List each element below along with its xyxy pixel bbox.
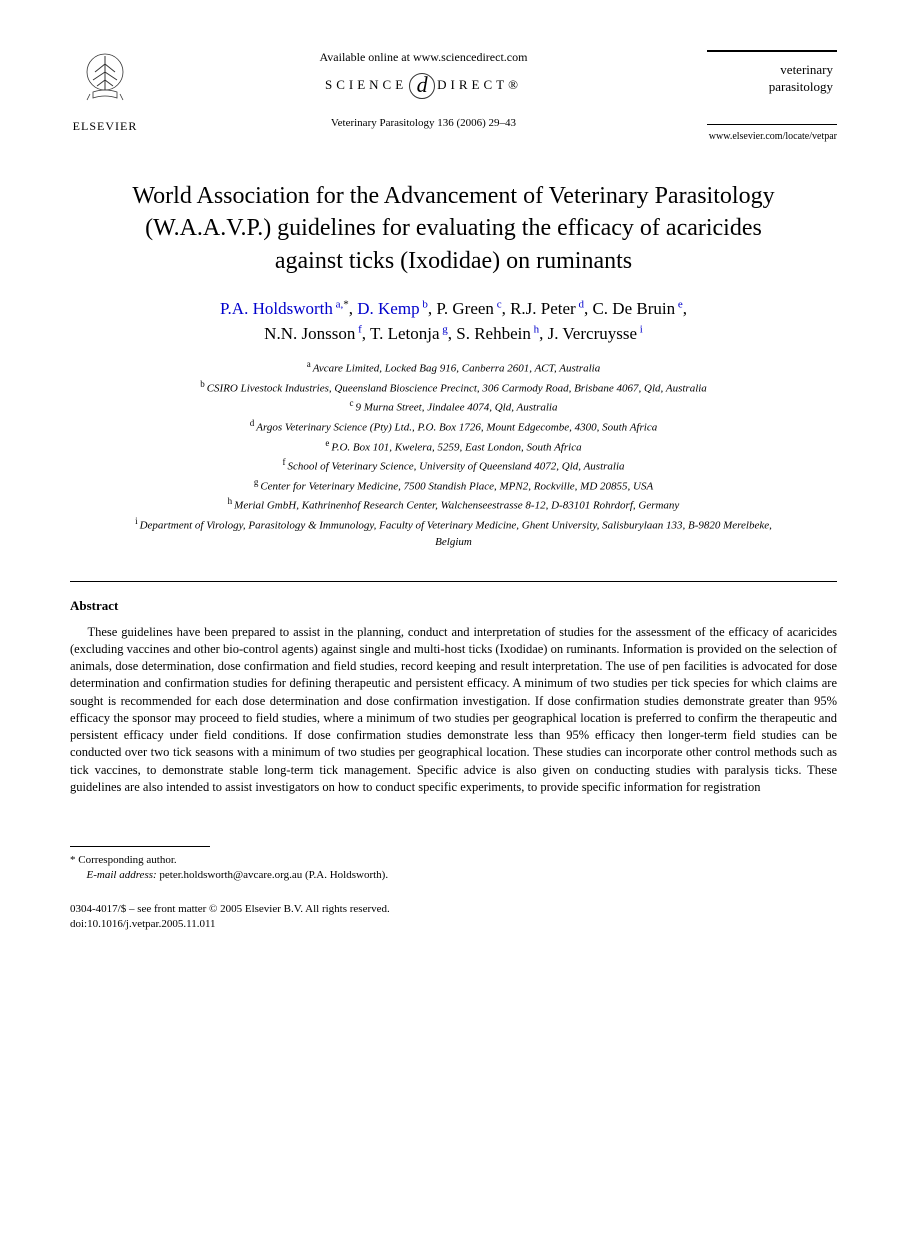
available-online-text: Available online at www.sciencedirect.co… xyxy=(160,50,687,65)
sd-at-icon: d xyxy=(409,73,435,99)
affiliation-line: dArgos Veterinary Science (Pty) Ltd., P.… xyxy=(120,417,787,437)
affiliation-marker: c xyxy=(350,398,354,408)
author-affiliation-marker: f xyxy=(355,323,361,335)
author: C. De Bruin xyxy=(592,299,675,318)
author-affiliation-marker: a, xyxy=(333,298,343,310)
abstract-heading: Abstract xyxy=(70,598,837,614)
author: D. Kemp xyxy=(357,299,419,318)
elsevier-tree-icon xyxy=(70,50,140,117)
author: S. Rehbein xyxy=(456,324,531,343)
copyright-line: 0304-4017/$ – see front matter © 2005 El… xyxy=(70,902,837,917)
center-header: Available online at www.sciencedirect.co… xyxy=(140,50,707,129)
author: T. Letonja xyxy=(370,324,440,343)
affiliation-line: c9 Murna Street, Jindalee 4074, Qld, Aus… xyxy=(120,397,787,417)
bottom-info: 0304-4017/$ – see front matter © 2005 El… xyxy=(70,902,837,933)
journal-box: veterinary parasitology www.elsevier.com… xyxy=(707,50,837,142)
affiliation-marker: g xyxy=(254,477,259,487)
affiliation-marker: f xyxy=(282,457,285,467)
author: P.A. Holdsworth xyxy=(220,299,333,318)
article-title: World Association for the Advancement of… xyxy=(110,180,797,277)
footnote-block: * Corresponding author. E-mail address: … xyxy=(70,853,837,884)
corresponding-star-icon: * xyxy=(343,298,349,310)
affiliation-line: gCenter for Veterinary Medicine, 7500 St… xyxy=(120,476,787,496)
email-address[interactable]: peter.holdsworth@avcare.org.au (P.A. Hol… xyxy=(159,869,388,881)
science-direct-logo: SCIENCEdDIRECT® xyxy=(160,73,687,99)
author-affiliation-marker: e xyxy=(675,298,683,310)
affiliation-marker: e xyxy=(325,438,329,448)
doi-line: doi:10.1016/j.vetpar.2005.11.011 xyxy=(70,917,837,932)
citation-line: Veterinary Parasitology 136 (2006) 29–43 xyxy=(160,117,687,129)
publisher-name: ELSEVIER xyxy=(70,119,140,134)
affiliation-line: aAvcare Limited, Locked Bag 916, Canberr… xyxy=(120,358,787,378)
sd-right: DIRECT® xyxy=(437,77,522,92)
email-line: E-mail address: peter.holdsworth@avcare.… xyxy=(87,868,838,883)
affiliation-line: eP.O. Box 101, Kwelera, 5259, East Londo… xyxy=(120,437,787,457)
author-affiliation-marker: d xyxy=(576,298,584,310)
author: R.J. Peter xyxy=(510,299,576,318)
author-affiliation-marker: g xyxy=(440,323,448,335)
journal-url[interactable]: www.elsevier.com/locate/vetpar xyxy=(707,131,837,142)
affiliation-marker: b xyxy=(200,379,205,389)
author-affiliation-marker: b xyxy=(420,298,428,310)
sd-left: SCIENCE xyxy=(325,77,407,92)
section-divider xyxy=(70,581,837,582)
author-affiliation-marker: h xyxy=(531,323,539,335)
authors-block: P.A. Holdsworth a,*, D. Kemp b, P. Green… xyxy=(100,297,807,346)
journal-title-box: veterinary parasitology xyxy=(707,50,837,125)
affiliation-marker: h xyxy=(228,496,233,506)
abstract-body: These guidelines have been prepared to a… xyxy=(70,624,837,797)
footnote-divider xyxy=(70,846,210,847)
header-row: ELSEVIER Available online at www.science… xyxy=(70,50,837,142)
affiliations-block: aAvcare Limited, Locked Bag 916, Canberr… xyxy=(120,358,787,550)
affiliation-marker: d xyxy=(250,418,255,428)
affiliation-marker: i xyxy=(135,516,138,526)
affiliation-line: fSchool of Veterinary Science, Universit… xyxy=(120,456,787,476)
author: N.N. Jonsson xyxy=(264,324,355,343)
affiliation-line: iDepartment of Virology, Parasitology & … xyxy=(120,515,787,551)
corresponding-author: * Corresponding author. xyxy=(70,853,837,868)
email-label: E-mail address: xyxy=(87,869,157,881)
affiliation-line: hMerial GmbH, Kathrinenhof Research Cent… xyxy=(120,495,787,515)
author-affiliation-marker: i xyxy=(637,323,643,335)
journal-name-1: veterinary xyxy=(711,62,833,79)
article-page: ELSEVIER Available online at www.science… xyxy=(0,0,907,973)
publisher-logo: ELSEVIER xyxy=(70,50,140,134)
author: J. Vercruysse xyxy=(548,324,637,343)
journal-name-2: parasitology xyxy=(711,79,833,96)
affiliation-marker: a xyxy=(307,359,311,369)
author: P. Green xyxy=(436,299,494,318)
affiliation-line: bCSIRO Livestock Industries, Queensland … xyxy=(120,378,787,398)
author-affiliation-marker: c xyxy=(494,298,502,310)
